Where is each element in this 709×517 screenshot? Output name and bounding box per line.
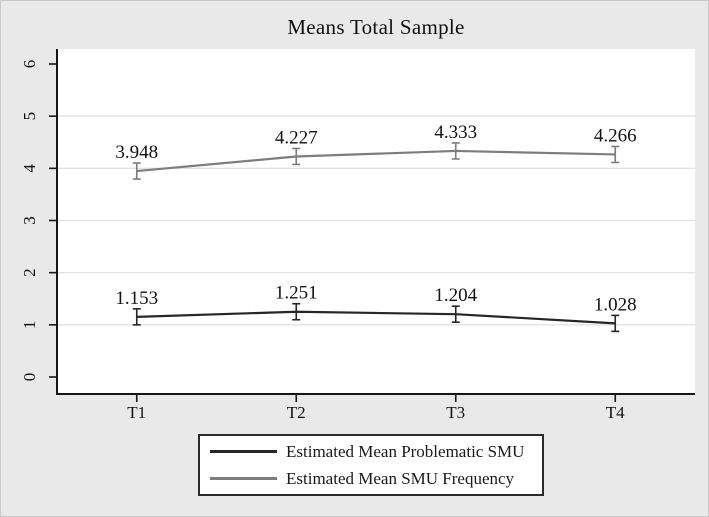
legend-item-smu-frequency: Estimated Mean SMU Frequency <box>200 467 542 490</box>
x-tick-label: T4 <box>606 403 625 422</box>
y-tick-label: 1 <box>20 321 39 330</box>
point-label: 4.266 <box>594 125 637 146</box>
y-tick-label: 5 <box>20 112 39 121</box>
y-tick-label: 4 <box>20 164 39 173</box>
point-label: 1.204 <box>434 285 477 306</box>
series-line <box>136 149 616 173</box>
legend: Estimated Mean Problematic SMU Estimated… <box>198 434 544 496</box>
plot-background <box>57 49 695 394</box>
point-label: 4.333 <box>434 122 477 143</box>
x-tick-label: T3 <box>446 403 465 422</box>
chart-title: Means Total Sample <box>287 15 465 39</box>
y-tick-label: 3 <box>20 216 39 225</box>
point-label: 1.153 <box>115 288 158 309</box>
legend-line-swatch-black <box>210 450 277 453</box>
point-label: 4.227 <box>275 127 318 148</box>
point-label: 1.251 <box>275 283 318 304</box>
point-label: 1.028 <box>594 294 637 315</box>
legend-label-problematic-smu: Estimated Mean Problematic SMU <box>286 441 525 461</box>
y-tick-label: 0 <box>20 373 39 382</box>
legend-item-problematic-smu: Estimated Mean Problematic SMU <box>200 440 542 463</box>
x-tick-label: T1 <box>127 403 146 422</box>
series-line <box>136 310 616 325</box>
legend-label-smu-frequency: Estimated Mean SMU Frequency <box>286 468 515 488</box>
legend-line-swatch-gray <box>210 477 277 480</box>
x-tick-label: T2 <box>287 403 306 422</box>
y-tick-label: 6 <box>20 60 39 69</box>
point-label: 3.948 <box>115 142 158 163</box>
y-tick-label: 2 <box>20 268 39 277</box>
